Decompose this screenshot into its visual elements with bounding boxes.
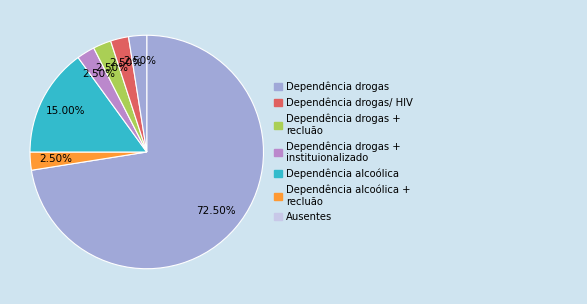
Text: 2.50%: 2.50%	[96, 63, 129, 73]
Wedge shape	[111, 37, 147, 152]
Text: 2.50%: 2.50%	[39, 154, 72, 164]
Legend: Dependência drogas, Dependência drogas/ HIV, Dependência drogas +
recluão, Depen: Dependência drogas, Dependência drogas/ …	[274, 81, 413, 223]
Text: 2.50%: 2.50%	[83, 69, 116, 79]
Text: 2.50%: 2.50%	[109, 58, 142, 68]
Wedge shape	[94, 41, 147, 152]
Text: 2.50%: 2.50%	[123, 56, 156, 66]
Text: 72.50%: 72.50%	[196, 206, 236, 216]
Wedge shape	[30, 57, 147, 152]
Wedge shape	[129, 35, 147, 152]
Wedge shape	[32, 35, 264, 269]
Wedge shape	[30, 152, 147, 170]
Wedge shape	[78, 48, 147, 152]
Text: 15.00%: 15.00%	[46, 106, 85, 116]
